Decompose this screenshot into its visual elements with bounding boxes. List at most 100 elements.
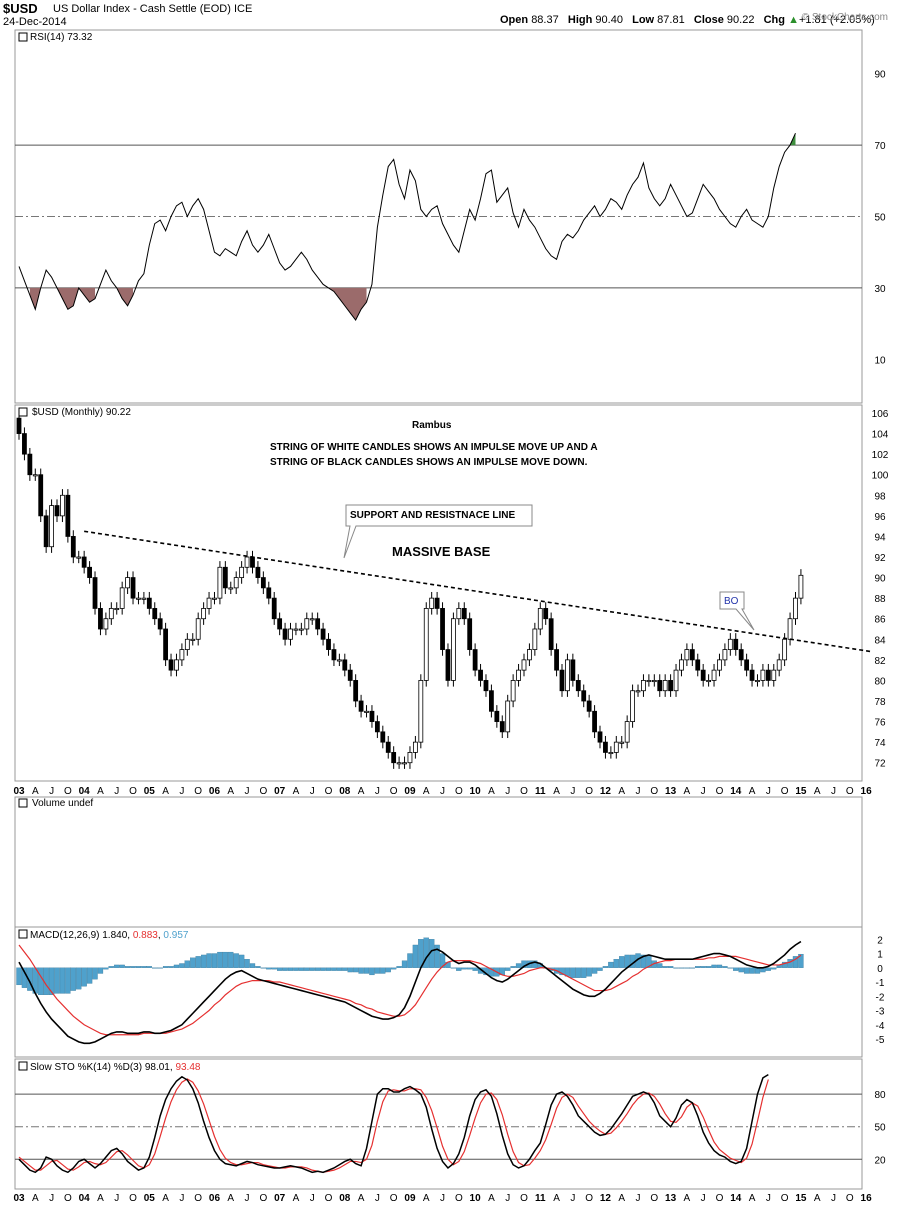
candle-down — [16, 417, 22, 434]
x-axis-label: A — [684, 1193, 691, 1204]
macd-histogram-bar — [206, 953, 212, 968]
macd-histogram-bar — [353, 967, 359, 973]
x-axis-label: O — [129, 1193, 137, 1204]
x-axis-label: O — [455, 786, 463, 797]
macd-histogram-bar — [586, 967, 592, 977]
macd-tick-label: -1 — [876, 978, 885, 989]
candle-down — [581, 690, 587, 702]
candle-up — [119, 587, 125, 609]
macd-histogram-bar — [16, 967, 22, 986]
candle-down — [320, 628, 326, 640]
x-axis-label: J — [179, 1193, 184, 1204]
x-axis-label: O — [585, 786, 593, 797]
x-axis-label: A — [32, 786, 39, 797]
chart-header: $USD US Dollar Index - Cash Settle (EOD)… — [0, 0, 900, 28]
candle-down — [222, 566, 228, 589]
macd-histogram-bar — [342, 967, 348, 971]
macd-histogram-bar — [646, 956, 652, 968]
candle-down — [98, 608, 103, 630]
candle-up — [336, 659, 342, 662]
macd-histogram-bar — [570, 967, 576, 978]
candle-up — [755, 680, 760, 683]
candle-down — [277, 618, 283, 630]
macd-histogram-bar — [76, 967, 82, 990]
price-tick-label: 90 — [874, 574, 886, 585]
price-tick-label: 86 — [874, 615, 886, 626]
price-tick-label: 94 — [874, 532, 886, 543]
x-axis-label: A — [358, 786, 365, 797]
x-axis-label: A — [553, 786, 560, 797]
candle-down — [738, 649, 744, 661]
x-axis-label: 09 — [404, 1193, 416, 1204]
x-axis-label: A — [358, 1193, 365, 1204]
x-axis-label: 03 — [13, 786, 25, 797]
candle-up — [608, 752, 614, 755]
macd-histogram-bar — [532, 960, 538, 968]
candle-down — [374, 721, 380, 733]
candle-down — [358, 700, 364, 712]
x-axis-label: A — [227, 786, 234, 797]
x-axis-label: J — [49, 786, 54, 797]
candle-up — [309, 618, 315, 621]
price-tick-label: 72 — [874, 759, 886, 770]
candle-up — [532, 628, 538, 650]
x-axis-label: 04 — [79, 1193, 91, 1204]
candle-up — [722, 649, 728, 661]
candle-down — [489, 690, 494, 712]
macd-histogram-bar — [711, 964, 717, 968]
macd-histogram-bar — [591, 967, 598, 974]
macd-histogram-bar — [798, 953, 804, 968]
candle-up — [619, 741, 625, 744]
x-axis-label: J — [245, 1193, 250, 1204]
macd-histogram-bar — [331, 967, 337, 971]
x-axis-label: A — [97, 1193, 104, 1204]
candle-down — [43, 515, 49, 548]
candle-up — [108, 608, 114, 620]
candle-down — [744, 659, 750, 671]
x-axis-label: O — [781, 1193, 789, 1204]
candle-down — [27, 453, 33, 476]
macd-histogram-bar — [211, 953, 218, 968]
candle-up — [304, 618, 310, 630]
candle-down — [260, 577, 266, 589]
macd-histogram-bar — [743, 967, 750, 974]
macd-histogram-bar — [396, 966, 402, 968]
macd-tick-label: 0 — [877, 964, 883, 975]
candle-up — [510, 680, 516, 702]
x-axis-label: J — [49, 1193, 54, 1204]
x-axis-label: A — [32, 1193, 39, 1204]
macd-histogram-bar — [54, 967, 60, 994]
rsi-title: RSI(14) 73.32 — [30, 32, 93, 43]
x-axis-label: A — [488, 1193, 495, 1204]
macd-histogram-bar — [380, 967, 386, 974]
candle-up — [201, 608, 207, 620]
candle-down — [733, 638, 739, 650]
candle-down — [326, 638, 331, 650]
macd-histogram-bar — [244, 959, 250, 968]
macd-histogram-bar — [249, 963, 256, 968]
candle-up — [624, 721, 630, 743]
x-axis-label: 12 — [600, 786, 612, 797]
candle-down — [434, 597, 440, 609]
macd-histogram-bar — [412, 944, 419, 968]
macd-histogram-bar — [298, 967, 305, 971]
macd-histogram-bar — [135, 966, 142, 968]
price-title: $USD (Monthly) 90.22 — [32, 407, 131, 418]
candle-down — [689, 649, 695, 661]
x-axis-label: O — [390, 786, 398, 797]
candle-up — [103, 618, 109, 630]
macd-histogram-bar — [217, 951, 223, 968]
macd-histogram-bar — [515, 963, 522, 968]
candle-up — [662, 680, 668, 692]
x-axis-label: O — [259, 1193, 267, 1204]
macd-histogram-bar — [325, 967, 332, 971]
candle-up — [727, 638, 733, 650]
macd-histogram-bar — [738, 967, 744, 973]
x-axis-label: O — [390, 1193, 398, 1204]
annotation-white-candles: STRING OF WHITE CANDLES SHOWS AN IMPULSE… — [270, 442, 598, 453]
candle-up — [184, 638, 190, 650]
candle-down — [494, 710, 500, 722]
macd-histogram-bar — [304, 967, 310, 971]
candle-up — [244, 556, 250, 568]
candle-up — [423, 608, 429, 681]
